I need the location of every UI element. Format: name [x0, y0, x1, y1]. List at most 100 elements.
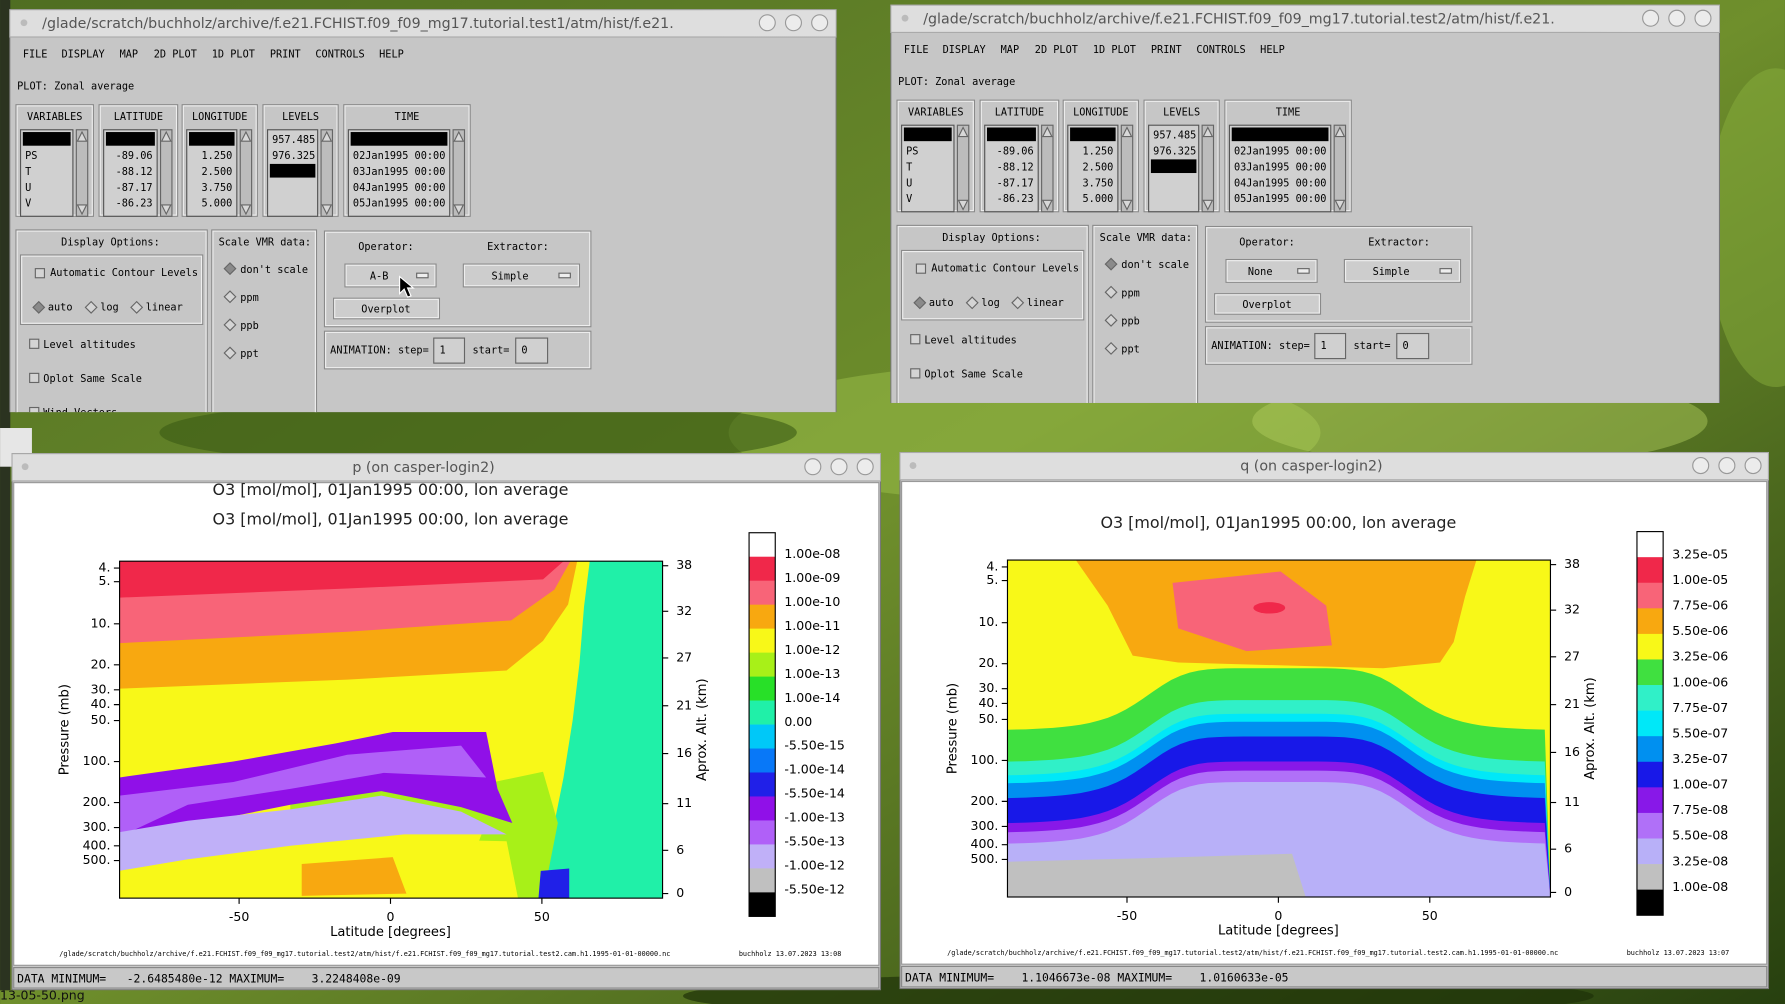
- scrollbar[interactable]: [1120, 124, 1134, 213]
- list-item[interactable]: V: [25, 198, 31, 210]
- radio-button[interactable]: [223, 290, 237, 304]
- radio-label[interactable]: linear: [1027, 297, 1064, 309]
- list-item[interactable]: 1.250: [1083, 145, 1114, 157]
- list-item[interactable]: 976.325: [272, 150, 315, 162]
- list-item[interactable]: -89.06: [116, 150, 153, 162]
- list-item[interactable]: T: [25, 166, 31, 178]
- scrollbar[interactable]: [320, 129, 334, 217]
- list-item[interactable]: PS: [25, 150, 37, 162]
- list-item[interactable]: 04Jan1995 00:00: [353, 182, 445, 194]
- scrollbar[interactable]: [159, 129, 173, 217]
- list-item[interactable]: V: [906, 193, 912, 205]
- scroll-arrow[interactable]: [1121, 126, 1133, 138]
- list-item[interactable]: 0.000: [201, 134, 232, 146]
- list-item[interactable]: 02Jan1995 00:00: [353, 150, 445, 162]
- desktop-file-label[interactable]: 13-05-50.png: [0, 988, 85, 1003]
- list-item[interactable]: U: [25, 182, 31, 194]
- scroll-arrow[interactable]: [321, 204, 333, 216]
- list-item[interactable]: 05Jan1995 00:00: [1234, 193, 1326, 205]
- window-button[interactable]: [1744, 457, 1762, 475]
- menu-item[interactable]: CONTROLS: [315, 49, 364, 61]
- menu-item[interactable]: DISPLAY: [62, 49, 105, 61]
- checkbox-label[interactable]: Wind Vectors: [43, 407, 117, 419]
- radio-button[interactable]: [223, 318, 237, 332]
- window-button[interactable]: [1694, 9, 1712, 27]
- step-input[interactable]: [1314, 332, 1347, 360]
- menu-item[interactable]: PRINT: [270, 49, 301, 61]
- list-item[interactable]: 957.485: [1153, 129, 1196, 141]
- list-item[interactable]: 992.556: [1153, 161, 1196, 173]
- list-item[interactable]: 04Jan1995 00:00: [1234, 177, 1326, 189]
- menu-item[interactable]: 2D PLOT: [154, 49, 197, 61]
- list-item[interactable]: 01Jan1995 00:00: [353, 134, 445, 146]
- window-button[interactable]: [758, 14, 776, 32]
- scroll-arrow[interactable]: [160, 130, 172, 142]
- window-button[interactable]: [1642, 9, 1660, 27]
- window-button[interactable]: [1692, 457, 1710, 475]
- window-button[interactable]: [804, 458, 822, 476]
- menu-item[interactable]: CONTROLS: [1196, 44, 1245, 56]
- checkbox[interactable]: [29, 338, 40, 349]
- radio-button[interactable]: [32, 300, 46, 314]
- start-value[interactable]: 0: [1402, 340, 1408, 352]
- list-item[interactable]: U: [906, 177, 912, 189]
- scroll-arrow[interactable]: [240, 130, 252, 142]
- radio-label[interactable]: don't scale: [240, 264, 308, 276]
- start-input[interactable]: [1396, 332, 1430, 360]
- radio-button[interactable]: [965, 296, 979, 310]
- menu-item[interactable]: DISPLAY: [943, 44, 986, 56]
- scroll-arrow[interactable]: [76, 130, 88, 142]
- scrollbar[interactable]: [239, 129, 253, 217]
- checkbox[interactable]: [29, 406, 40, 417]
- scroll-arrow[interactable]: [453, 130, 465, 142]
- list-item[interactable]: 1.250: [201, 150, 232, 162]
- list-item[interactable]: -87.17: [997, 177, 1034, 189]
- extractor-value[interactable]: Simple: [1373, 266, 1410, 278]
- checkbox-label[interactable]: Automatic Contour Levels: [50, 267, 198, 279]
- scrollbar[interactable]: [75, 129, 89, 217]
- radio-label[interactable]: linear: [146, 301, 183, 313]
- window-button[interactable]: [1718, 457, 1736, 475]
- scroll-arrow[interactable]: [321, 130, 333, 142]
- list-item[interactable]: 2.500: [1083, 161, 1114, 173]
- list-item[interactable]: -88.12: [997, 161, 1034, 173]
- list-item[interactable]: -88.12: [116, 166, 153, 178]
- scrollbar[interactable]: [1041, 124, 1054, 213]
- list-item[interactable]: -90.00: [997, 129, 1034, 141]
- scroll-arrow[interactable]: [1202, 199, 1214, 211]
- scroll-arrow[interactable]: [1121, 199, 1133, 211]
- overplot-label[interactable]: Overplot: [1242, 299, 1291, 311]
- menu-item[interactable]: FILE: [904, 44, 929, 56]
- operator-value[interactable]: A-B: [370, 271, 389, 283]
- list-item[interactable]: 2.500: [201, 166, 232, 178]
- list-item[interactable]: -90.00: [116, 134, 153, 146]
- radio-button[interactable]: [223, 262, 237, 276]
- scrollbar[interactable]: [956, 124, 970, 213]
- radio-label[interactable]: don't scale: [1121, 259, 1189, 271]
- window-button[interactable]: [1668, 9, 1686, 27]
- checkbox[interactable]: [910, 334, 921, 345]
- window-button[interactable]: [830, 458, 848, 476]
- list-item[interactable]: T: [906, 161, 912, 173]
- list-item[interactable]: 3.750: [201, 182, 232, 194]
- scroll-arrow[interactable]: [1334, 199, 1346, 211]
- radio-button[interactable]: [223, 346, 237, 360]
- radio-label[interactable]: ppt: [1121, 344, 1140, 356]
- menu-item[interactable]: MAP: [120, 49, 138, 61]
- radio-label[interactable]: log: [100, 301, 119, 313]
- step-value[interactable]: 1: [1321, 340, 1327, 352]
- checkbox[interactable]: [910, 368, 921, 379]
- checkbox[interactable]: [34, 268, 46, 279]
- checkbox-label[interactable]: Level altitudes: [43, 339, 135, 351]
- start-input[interactable]: [515, 337, 549, 364]
- step-value[interactable]: 1: [439, 345, 445, 357]
- radio-button[interactable]: [1104, 313, 1118, 327]
- checkbox-label[interactable]: Oplot Same Scale: [924, 369, 1023, 381]
- scroll-arrow[interactable]: [1202, 126, 1214, 138]
- scroll-arrow[interactable]: [76, 204, 88, 216]
- list-item[interactable]: O3: [906, 129, 918, 141]
- scroll-arrow[interactable]: [240, 204, 252, 216]
- menu-item[interactable]: FILE: [23, 49, 48, 61]
- scroll-arrow[interactable]: [1334, 126, 1346, 138]
- menu-item[interactable]: PRINT: [1151, 44, 1182, 56]
